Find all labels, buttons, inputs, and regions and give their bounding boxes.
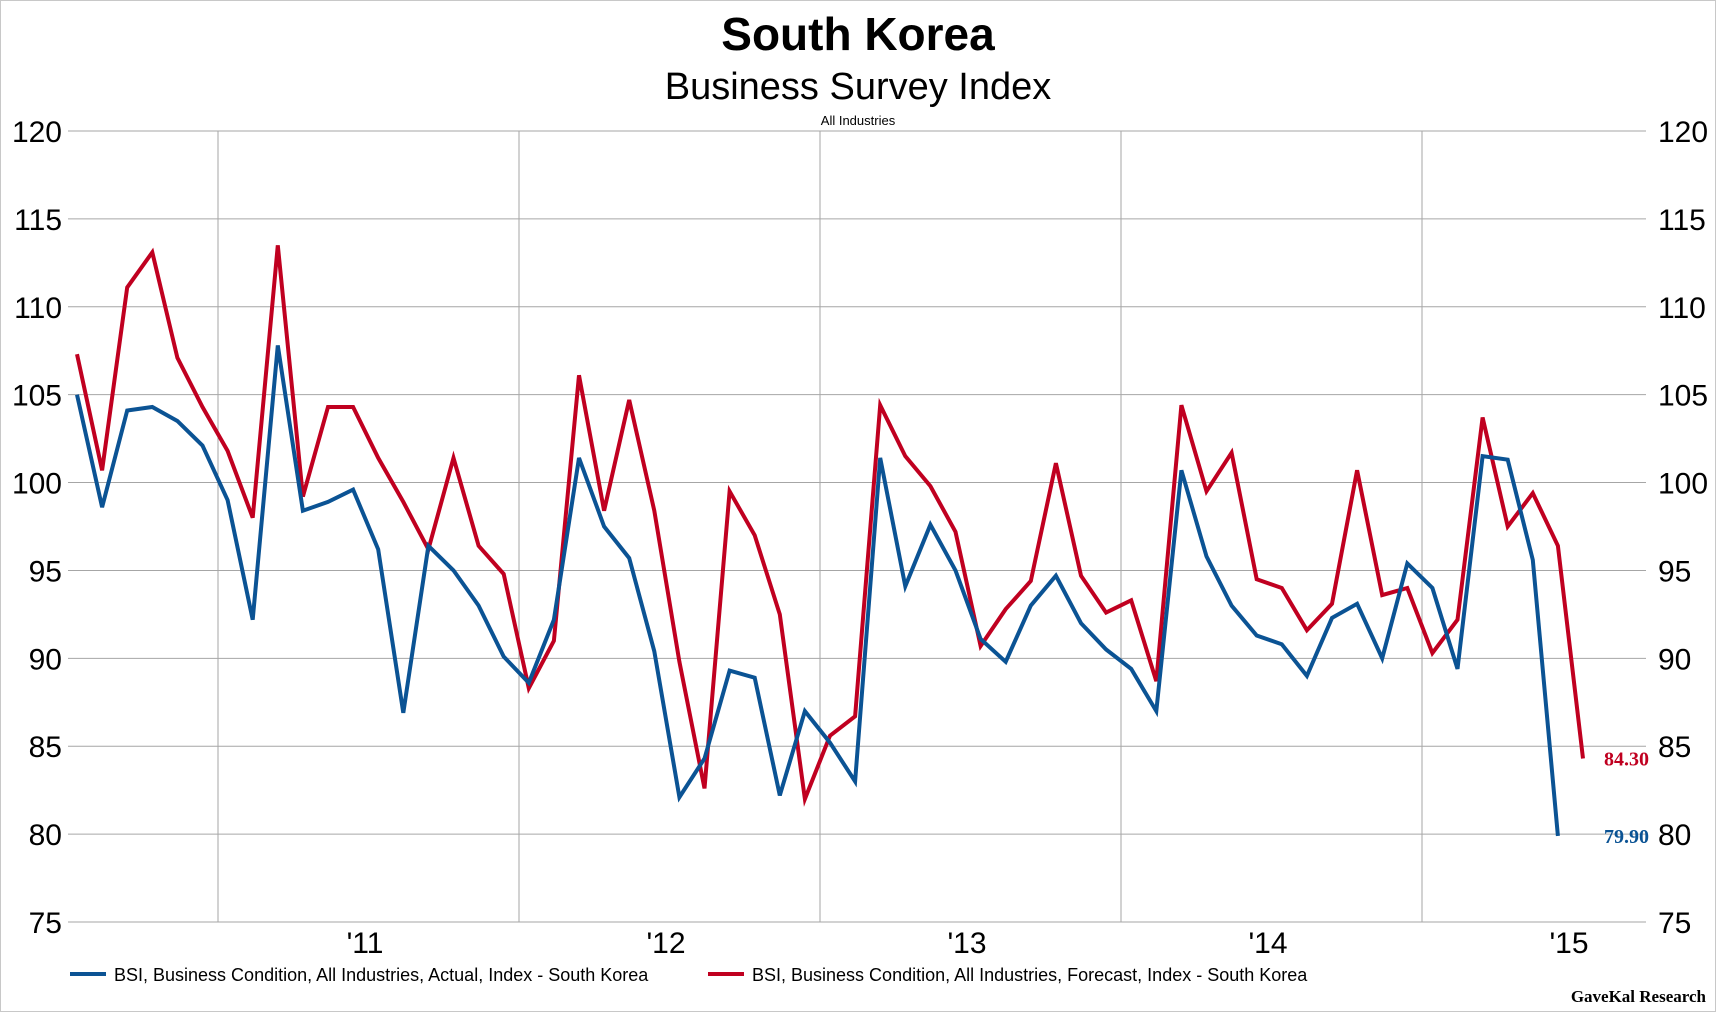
y-tick-label-left: 105 [12,380,62,413]
legend-label-forecast: BSI, Business Condition, All Industries,… [752,965,1308,985]
y-tick-label-left: 85 [29,731,62,764]
x-tick-label: '11 [347,927,384,960]
y-tick-label-right: 75 [1658,907,1691,940]
series-layer: 79.90 84.30 [75,245,1649,848]
y-tick-label-right: 100 [1658,468,1708,501]
x-tick-label: '12 [646,927,685,960]
chart-note: All Industries [821,113,896,128]
y-tick-label-left: 100 [12,468,62,501]
y-tick-label-left: 80 [29,819,62,852]
legend: BSI, Business Condition, All Industries,… [70,965,1308,985]
grid [68,130,1646,923]
y-tick-label-right: 90 [1658,643,1691,676]
y-tick-label-left: 95 [29,555,62,588]
x-tick-label: '14 [1248,927,1287,960]
x-tick-label: '13 [947,927,986,960]
y-tick-label-left: 90 [29,643,62,676]
y-tick-label-left: 115 [14,204,62,237]
y-tick-label-left: 75 [29,907,62,940]
y-tick-label-left: 120 [12,116,62,149]
y-tick-label-right: 105 [1658,380,1708,413]
chart-title: South Korea [721,8,995,60]
y-tick-label-right: 85 [1658,731,1691,764]
source-label: GaveKal Research [1571,987,1707,1006]
x-tick-label: '15 [1549,927,1588,960]
series-line-actual [75,345,1560,837]
y-tick-label-right: 115 [1658,204,1706,237]
axes: 75 75 80 80 85 85 90 90 95 95 100 100 105 105 110 110 11… [12,116,1708,960]
y-tick-label-left: 110 [14,292,62,325]
y-tick-label-right: 110 [1658,292,1706,325]
y-tick-label-right: 80 [1658,819,1691,852]
y-tick-label-right: 120 [1658,116,1708,149]
end-value-label-actual: 79.90 [1604,826,1649,848]
legend-label-actual: BSI, Business Condition, All Industries,… [114,965,649,985]
chart-subtitle: Business Survey Index [665,66,1052,108]
end-value-label-forecast: 84.30 [1604,749,1649,771]
y-tick-label-right: 95 [1658,555,1691,588]
series-line-forecast [75,245,1585,807]
